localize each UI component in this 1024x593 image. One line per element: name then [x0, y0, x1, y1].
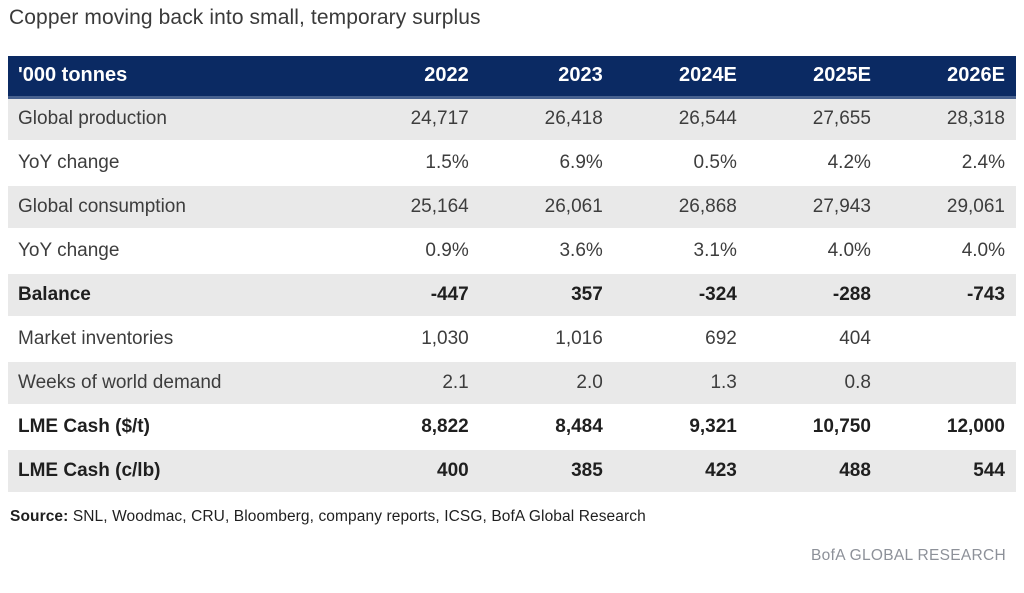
table-row-yoy-consumption: YoY change 0.9% 3.6% 3.1% 4.0% 4.0% — [8, 228, 1016, 274]
table-row-market-inventories: Market inventories 1,030 1,016 692 404 — [8, 316, 1016, 362]
cell-value: 2.0 — [479, 360, 614, 406]
cell-value: 692 — [613, 316, 748, 362]
cell-value: 0.5% — [613, 140, 748, 186]
cell-value: 2.1 — [345, 360, 480, 406]
cell-value: 9,321 — [613, 404, 748, 450]
row-label: LME Cash (c/lb) — [8, 448, 346, 494]
table-row-lme-cash-c-lb: LME Cash (c/lb) 400 385 423 488 544 — [8, 448, 1016, 494]
table-row-balance: Balance -447 357 -324 -288 -743 — [8, 272, 1016, 318]
cell-value: 1.5% — [345, 140, 480, 186]
header-year-2026e: 2026E — [881, 56, 1016, 99]
cell-value: 26,418 — [479, 96, 614, 142]
cell-value: 6.9% — [479, 140, 614, 186]
table-row-weeks-of-world-demand: Weeks of world demand 2.1 2.0 1.3 0.8 — [8, 360, 1016, 406]
cell-value: 10,750 — [747, 404, 882, 450]
cell-value: 25,164 — [345, 184, 480, 230]
table-row-global-consumption: Global consumption 25,164 26,061 26,868 … — [8, 184, 1016, 230]
cell-value: 385 — [479, 448, 614, 494]
table-row-global-production: Global production 24,717 26,418 26,544 2… — [8, 96, 1016, 142]
cell-value: 4.0% — [747, 228, 882, 274]
source-label: Source: — [10, 508, 69, 525]
cell-value: 29,061 — [881, 184, 1016, 230]
cell-value: 8,822 — [345, 404, 480, 450]
cell-value: 27,943 — [747, 184, 882, 230]
exhibit-title: Copper moving back into small, temporary… — [9, 6, 481, 29]
cell-value: 27,655 — [747, 96, 882, 142]
cell-value: -743 — [881, 272, 1016, 318]
source-line: Source: SNL, Woodmac, CRU, Bloomberg, co… — [8, 508, 1016, 526]
row-label: Global consumption — [8, 184, 346, 230]
cell-value: 0.9% — [345, 228, 480, 274]
header-year-2022: 2022 — [345, 56, 480, 99]
cell-value — [881, 316, 1016, 362]
cell-value — [881, 360, 1016, 406]
header-year-2024e: 2024E — [613, 56, 748, 99]
cell-value: 26,544 — [613, 96, 748, 142]
cell-value: 3.1% — [613, 228, 748, 274]
source-text: SNL, Woodmac, CRU, Bloomberg, company re… — [68, 508, 646, 525]
research-exhibit: Copper moving back into small, temporary… — [8, 6, 1016, 564]
row-label: YoY change — [8, 140, 346, 186]
cell-value: 12,000 — [881, 404, 1016, 450]
cell-value: 0.8 — [747, 360, 882, 406]
cell-value: 544 — [881, 448, 1016, 494]
cell-value: 26,868 — [613, 184, 748, 230]
row-label: YoY change — [8, 228, 346, 274]
cell-value: -288 — [747, 272, 882, 318]
row-label: Balance — [8, 272, 346, 318]
cell-value: 2.4% — [881, 140, 1016, 186]
table-row-yoy-production: YoY change 1.5% 6.9% 0.5% 4.2% 2.4% — [8, 140, 1016, 186]
cell-value: 28,318 — [881, 96, 1016, 142]
cell-value: -447 — [345, 272, 480, 318]
row-label: Market inventories — [8, 316, 346, 362]
bofa-global-research-tag: BofA GLOBAL RESEARCH — [811, 547, 1006, 564]
table-header-row: '000 tonnes 2022 2023 2024E 2025E 2026E — [8, 56, 1016, 99]
row-label: LME Cash ($/t) — [8, 404, 346, 450]
cell-value: 26,061 — [479, 184, 614, 230]
header-unit: '000 tonnes — [8, 56, 346, 99]
table-row-lme-cash-usd-t: LME Cash ($/t) 8,822 8,484 9,321 10,750 … — [8, 404, 1016, 450]
cell-value: 1,016 — [479, 316, 614, 362]
cell-value: 400 — [345, 448, 480, 494]
cell-value: 404 — [747, 316, 882, 362]
cell-value: 4.0% — [881, 228, 1016, 274]
cell-value: 8,484 — [479, 404, 614, 450]
cell-value: 357 — [479, 272, 614, 318]
row-label: Weeks of world demand — [8, 360, 346, 406]
cell-value: -324 — [613, 272, 748, 318]
cell-value: 4.2% — [747, 140, 882, 186]
header-year-2023: 2023 — [479, 56, 614, 99]
cell-value: 488 — [747, 448, 882, 494]
copper-supply-demand-table: '000 tonnes 2022 2023 2024E 2025E 2026E … — [8, 56, 1016, 494]
cell-value: 24,717 — [345, 96, 480, 142]
row-label: Global production — [8, 96, 346, 142]
cell-value: 1.3 — [613, 360, 748, 406]
cell-value: 3.6% — [479, 228, 614, 274]
cell-value: 1,030 — [345, 316, 480, 362]
cell-value: 423 — [613, 448, 748, 494]
header-year-2025e: 2025E — [747, 56, 882, 99]
